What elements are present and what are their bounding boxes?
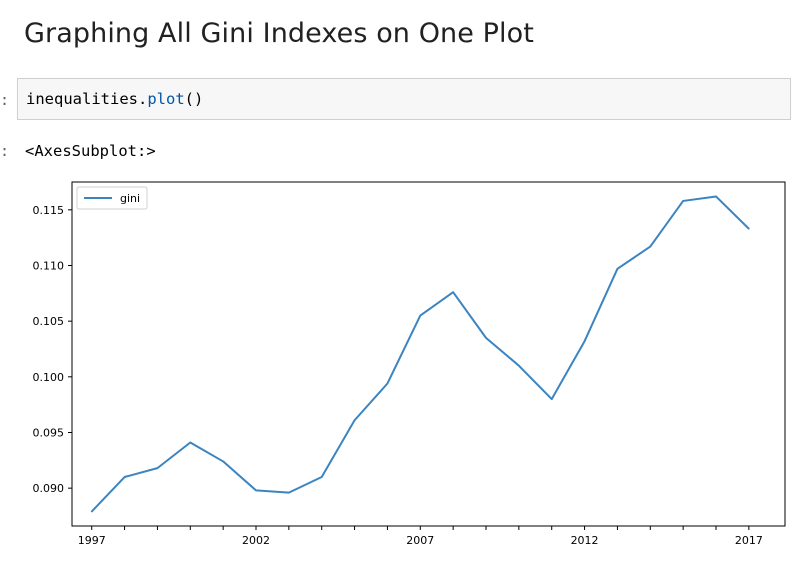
code-parens: ()	[184, 90, 204, 108]
data-point	[189, 441, 192, 444]
ticks-group: 1997 2002 2007 2012 2017 0.090 0.095 0.100 0.105…	[33, 204, 763, 547]
data-point	[320, 476, 323, 478]
y-tick-label: 0.095	[33, 426, 65, 439]
input-prompt: :	[0, 91, 10, 109]
plot-frame	[71, 181, 786, 527]
x-tick-label: 2017	[735, 534, 763, 547]
y-tick-label: 0.115	[33, 204, 65, 217]
output-prompt: :	[0, 142, 10, 160]
code-dot: .	[137, 90, 148, 108]
series-group	[90, 195, 750, 513]
x-tick-label: 2002	[242, 534, 270, 547]
data-point	[682, 200, 684, 202]
code-method: plot	[147, 90, 185, 108]
data-point	[452, 291, 454, 294]
legend-label: gini	[120, 192, 140, 205]
data-point	[616, 268, 619, 270]
axes-area	[71, 181, 786, 527]
x-tick-label: 2012	[571, 534, 599, 547]
data-point	[222, 460, 224, 463]
data-point	[90, 510, 93, 513]
x-tick-label: 1997	[78, 534, 106, 547]
y-tick-label: 0.110	[33, 259, 65, 272]
section-heading: Graphing All Gini Indexes on One Plot	[24, 18, 534, 49]
data-point	[550, 398, 553, 400]
data-point	[288, 491, 290, 494]
data-point	[748, 227, 750, 230]
data-point	[419, 314, 422, 317]
x-tick-label: 2007	[406, 534, 434, 547]
data-point	[386, 382, 389, 385]
gini-line-chart: 1997 2002 2007 2012 2017 0.090 0.095 0.100 0.105…	[33, 181, 786, 547]
y-tick-label: 0.100	[33, 371, 65, 384]
output-text: <AxesSubplot:>	[25, 142, 156, 160]
data-point	[649, 245, 652, 248]
data-point	[518, 364, 520, 367]
data-point	[255, 489, 257, 492]
code-object: inequalities	[26, 90, 138, 108]
legend: gini	[76, 186, 148, 210]
code-cell[interactable]: inequalities.plot()	[17, 78, 791, 120]
data-point	[156, 467, 159, 469]
y-tick-label: 0.105	[33, 315, 65, 328]
y-tick-label: 0.090	[33, 482, 65, 495]
data-point	[485, 337, 487, 339]
data-point	[715, 195, 717, 198]
data-point	[583, 340, 586, 342]
data-point	[123, 476, 126, 478]
data-point	[353, 419, 356, 422]
